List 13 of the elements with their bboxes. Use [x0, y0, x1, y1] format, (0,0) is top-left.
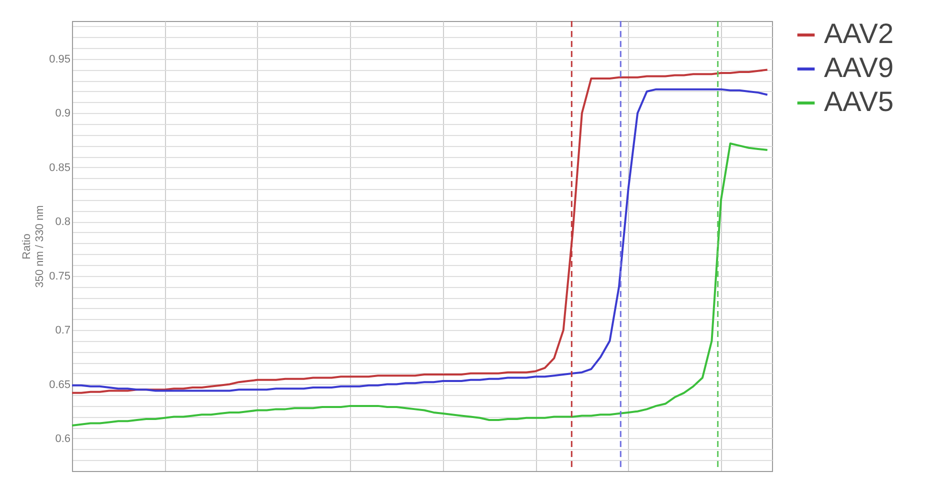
line-series — [71, 142, 768, 426]
y-tick-label: 0.6 — [55, 432, 70, 445]
legend-label: AAV2 — [824, 18, 894, 49]
y-tick-label: 0.95 — [49, 53, 70, 66]
y-axis-title: Ratio 350 nm / 330 nm — [21, 205, 46, 288]
y-tick-label: 0.75 — [49, 270, 70, 282]
y-tick-label: 0.7 — [55, 324, 70, 337]
y-tick-label: 0.8 — [55, 216, 70, 228]
y-tick-label: 0.85 — [49, 162, 70, 174]
y-tick-label: 0.9 — [55, 108, 70, 120]
legend-label: AAV5 — [824, 86, 894, 117]
y-tick-label: 0.65 — [49, 378, 70, 391]
legend-label: AAV9 — [824, 52, 894, 83]
